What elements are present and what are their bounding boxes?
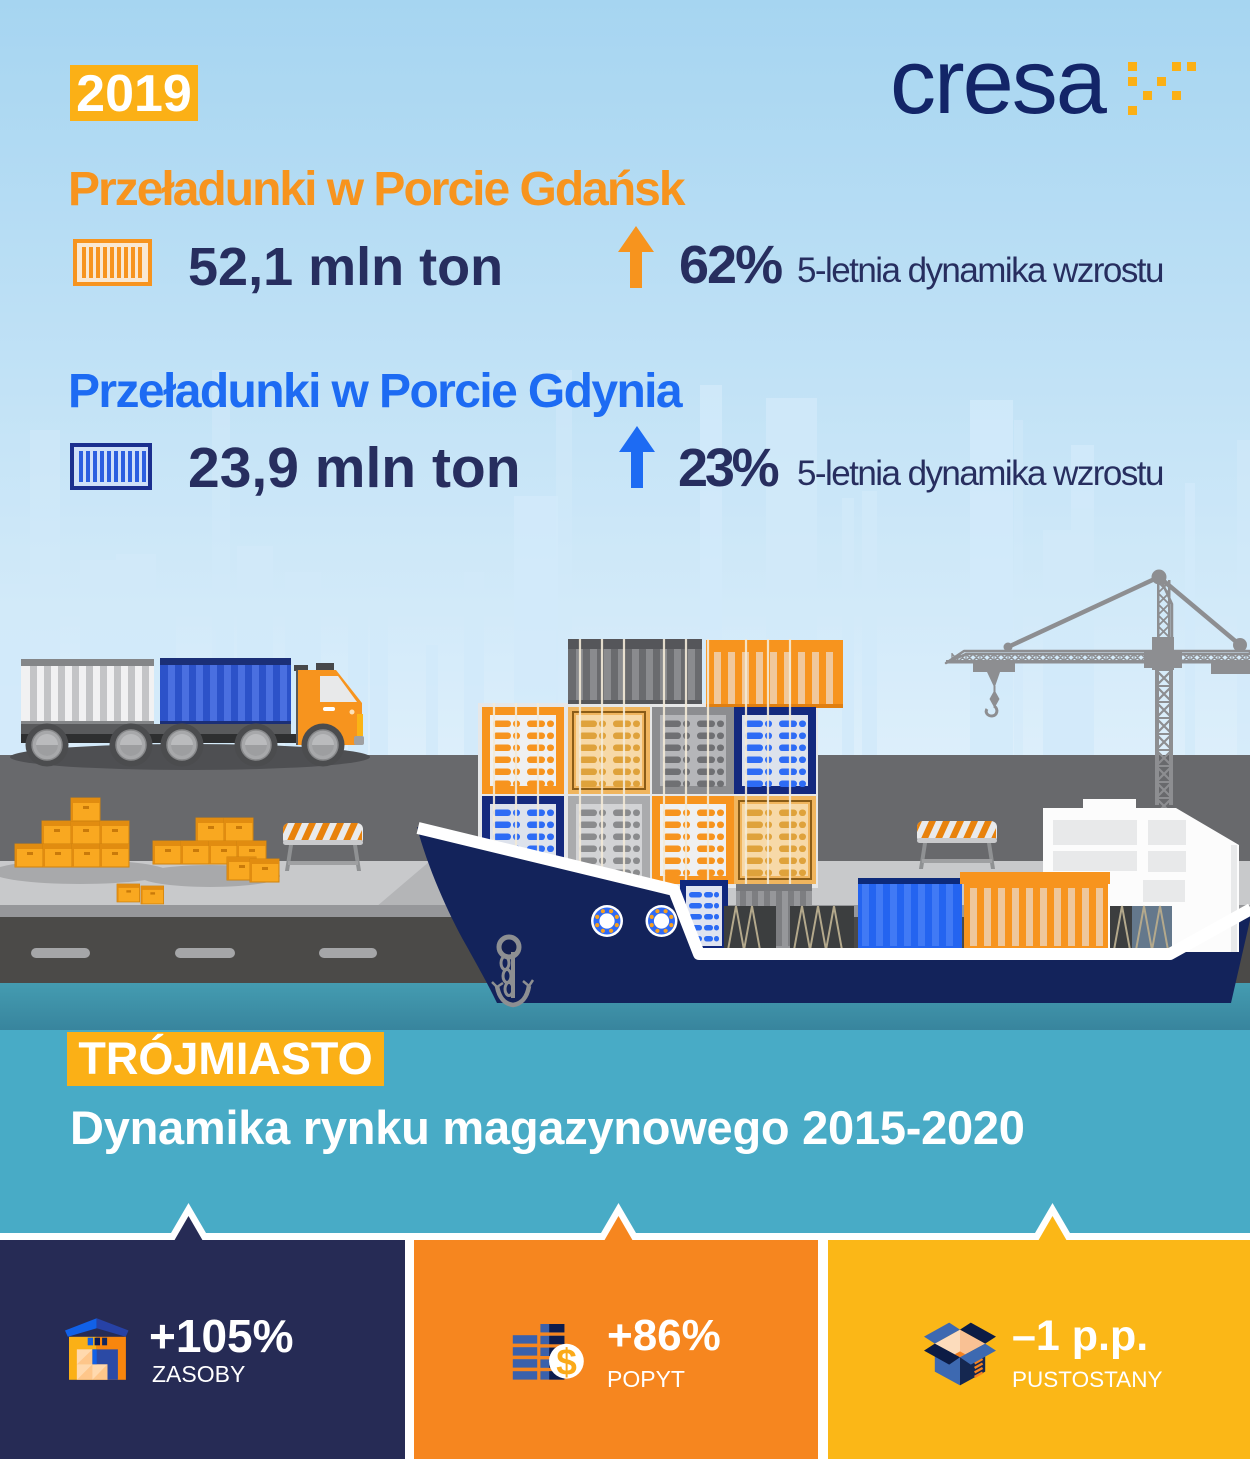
svg-text:$: $	[556, 1342, 577, 1383]
